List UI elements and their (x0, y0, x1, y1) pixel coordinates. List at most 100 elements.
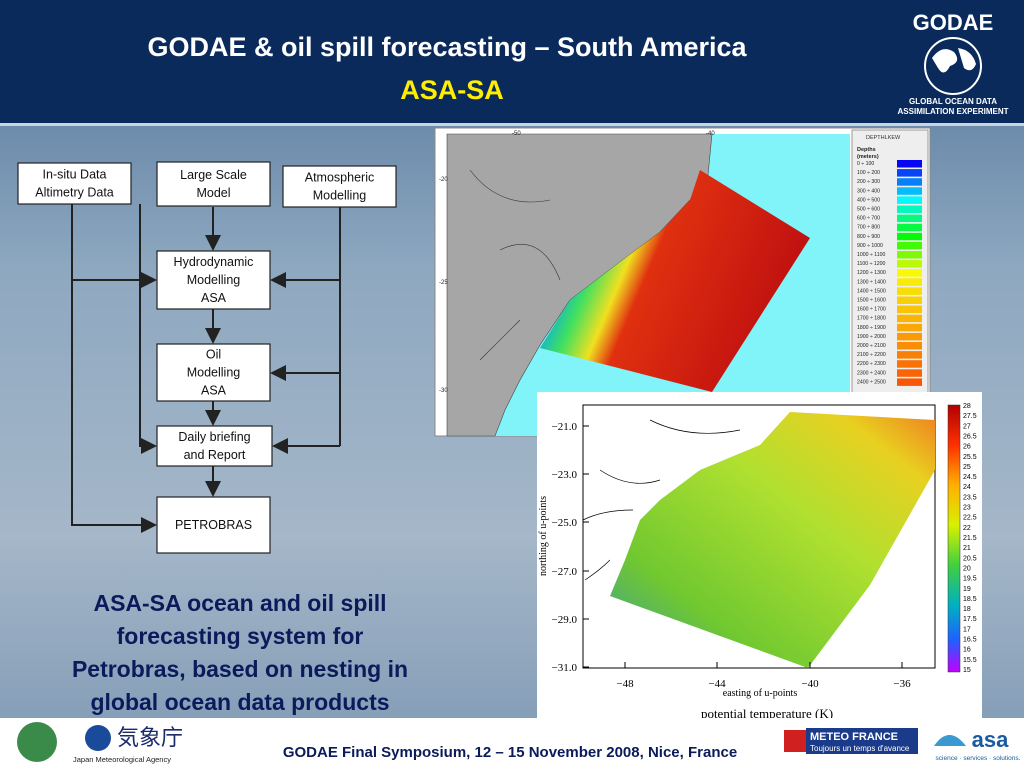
y-tick-label: −25.0 (552, 517, 578, 529)
colorbar-label: 24 (963, 484, 971, 491)
legend-swatch (897, 214, 922, 223)
legend-swatch (897, 232, 922, 241)
legend-entry: 600 ÷ 700 (857, 216, 880, 222)
colorbar-label: 18 (963, 606, 971, 613)
flow-node-label: In-situ Data (43, 168, 107, 182)
depth-map: DEPTHLKEW Depths(meters)0 ÷ 100 100 ÷ 200 2… (434, 127, 931, 437)
legend-swatch (897, 360, 922, 368)
legend-heading: (meters) (857, 154, 879, 160)
legend-entry: 200 ÷ 300 (857, 179, 880, 185)
colorbar-label: 16.5 (963, 637, 977, 644)
x-tick-label: −36 (893, 678, 911, 690)
flow-arrows (71, 204, 341, 533)
y-tick-label: -25 (439, 280, 448, 286)
y-axis-label: northing of u-points (538, 496, 549, 576)
flow-node-label: Daily briefing (178, 430, 250, 444)
y-tick-label: -30 (439, 388, 448, 394)
legend-swatch (897, 278, 922, 286)
asa-emblem (934, 735, 966, 746)
colorbar-label: 20.5 (963, 555, 977, 562)
caption: ASA-SA ocean and oil spill forecasting sy… (72, 590, 408, 715)
colorbar-label: 19.5 (963, 576, 977, 583)
jma-emblem (85, 725, 111, 751)
colorbar-label: 22.5 (963, 515, 977, 522)
legend-entry: 1700 ÷ 1800 (857, 316, 886, 322)
legend-swatch (897, 178, 922, 186)
flow-node-label: Atmospheric (305, 171, 374, 185)
flow-node-label: ASA (201, 291, 227, 305)
flow-node (156, 425, 273, 467)
caption-line: forecasting system for (117, 623, 364, 649)
legend-swatch (897, 196, 922, 204)
legend-entry: 900 ÷ 1000 (857, 243, 883, 249)
legend-swatch (897, 187, 922, 195)
flow-node-label: Large Scale (180, 168, 247, 182)
colorbar-label: 24.5 (963, 474, 977, 481)
logo-line: GLOBAL OCEAN DATA (909, 97, 997, 106)
legend-swatch (897, 260, 922, 268)
flow-node-label: Altimetry Data (35, 186, 114, 200)
legend-swatch (897, 305, 922, 314)
x-tick-label: −40 (801, 678, 819, 690)
legend-entry: 400 ÷ 500 (857, 197, 880, 203)
flow-node-label: Model (196, 186, 230, 200)
legend-entry: 1300 ÷ 1400 (857, 279, 886, 285)
legend-entry: 500 ÷ 600 (857, 207, 880, 213)
legend-entry: 1500 ÷ 1600 (857, 298, 886, 304)
x-tick-label: -40 (706, 131, 715, 137)
header-rule (0, 123, 1024, 126)
colorbar-label: 26 (963, 444, 971, 451)
colorbar-label: 23 (963, 505, 971, 512)
legend-entry: 1400 ÷ 1500 (857, 288, 886, 294)
colorbar-label: 28 (963, 403, 971, 410)
colorbar-label: 26.5 (963, 433, 977, 440)
legend-entry: 1000 ÷ 1100 (857, 252, 886, 258)
legend-entry: 2400 ÷ 2500 (857, 379, 886, 385)
flow-node-label: and Report (184, 448, 246, 462)
legend-entry: 1600 ÷ 1700 (857, 307, 886, 313)
legend-swatch (897, 378, 922, 386)
x-axis-label: easting of u-points (723, 688, 798, 699)
plot-title: potential temperature (K) (701, 706, 833, 721)
legend-swatch (897, 351, 922, 359)
colorbar-label: 23.5 (963, 494, 977, 501)
y-tick-label: −21.0 (552, 421, 578, 433)
legend-entry: 1800 ÷ 1900 (857, 325, 886, 331)
x-tick-label: −44 (708, 678, 726, 690)
mf-emblem (784, 730, 806, 752)
flow-node-label: Modelling (313, 189, 367, 203)
flow-node-label: Modelling (187, 273, 241, 287)
y-tick-label: −31.0 (552, 662, 578, 674)
legend-swatch (897, 287, 922, 295)
slide-title: GODAE & oil spill forecasting – South Am… (147, 32, 747, 62)
legend-entry: 1100 ÷ 1200 (857, 261, 886, 267)
legend-entry: 100 ÷ 200 (857, 170, 880, 176)
legend-heading: Depths (857, 147, 876, 153)
legend-entry: 1200 ÷ 1300 (857, 270, 886, 276)
legend-entry: 2200 ÷ 2300 (857, 361, 886, 367)
legend-entry: 800 ÷ 900 (857, 234, 880, 240)
legend-title: DEPTHLKEW (866, 135, 901, 141)
caption-line: ASA-SA ocean and oil spill (93, 590, 386, 616)
colorbar-label: 25.5 (963, 454, 977, 461)
colorbar-label: 25 (963, 464, 971, 471)
flow-node-label: Hydrodynamic (174, 255, 254, 269)
footer-logo (17, 722, 57, 762)
mf-tagline: Toujours un temps d'avance (810, 744, 910, 753)
legend-entry: 700 ÷ 800 (857, 225, 880, 231)
y-tick-label: -20 (439, 177, 448, 183)
legend-entry: 2100 ÷ 2200 (857, 352, 886, 358)
flow-node-label: Oil (206, 348, 221, 362)
logo-globe (924, 37, 982, 95)
legend-swatch (897, 369, 922, 377)
legend-entry: 300 ÷ 400 (857, 188, 880, 194)
colorbar-label: 22 (963, 525, 971, 532)
colorbar-label: 21 (963, 545, 971, 552)
legend-swatch (897, 160, 922, 168)
slide-subtitle: ASA-SA (400, 75, 504, 105)
legend-swatch (897, 169, 922, 177)
flowchart: In-situ Data Altimetry Data Large Scale Mod… (17, 161, 397, 554)
asa-name: asa (972, 727, 1009, 752)
colorbar-label: 16 (963, 647, 971, 654)
